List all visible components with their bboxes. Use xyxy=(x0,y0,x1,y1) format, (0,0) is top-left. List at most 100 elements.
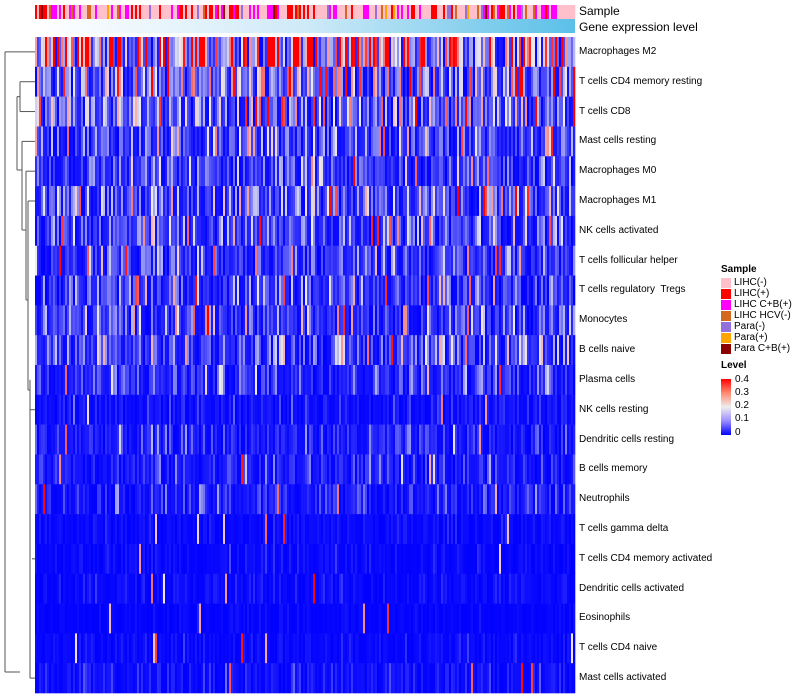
heatmap-cell xyxy=(549,335,552,366)
sample-annotation-cell xyxy=(57,5,60,19)
heatmap-cell xyxy=(559,215,562,247)
heatmap-cell xyxy=(291,394,294,425)
heatmap-cell xyxy=(347,394,350,425)
heatmap-cell xyxy=(51,454,54,485)
heatmap-cell xyxy=(329,275,332,306)
heatmap-cell xyxy=(49,365,52,396)
heatmap-cell xyxy=(381,454,384,485)
heatmap-cell xyxy=(525,484,528,515)
heatmap-cell xyxy=(101,305,104,336)
heatmap-cell xyxy=(307,394,310,425)
heatmap-cell xyxy=(203,245,206,276)
heatmap-cell xyxy=(309,37,312,68)
heatmap-cell xyxy=(433,245,436,276)
heatmap-cell xyxy=(517,394,520,425)
heatmap-cell xyxy=(439,484,442,515)
heatmap-cell xyxy=(201,514,204,545)
heatmap-cell xyxy=(333,215,336,247)
heatmap-cell xyxy=(249,514,252,545)
heatmap-cell xyxy=(359,454,362,485)
sample-annotation-cell xyxy=(565,5,568,19)
heatmap-cell xyxy=(303,156,306,187)
heatmap-cell xyxy=(127,186,130,217)
heatmap-cell xyxy=(203,275,206,306)
heatmap-cell xyxy=(269,215,272,247)
heatmap-cell xyxy=(303,186,306,217)
heatmap-cell xyxy=(339,215,342,247)
heatmap-cell xyxy=(471,275,474,306)
heatmap-cell xyxy=(531,186,534,217)
heatmap-cell xyxy=(511,126,514,157)
heatmap-cell xyxy=(481,514,484,545)
heatmap-cell xyxy=(369,365,372,396)
sample-annotation-cell xyxy=(201,5,204,19)
heatmap-cell xyxy=(479,394,482,425)
heatmap-cell xyxy=(159,543,162,575)
heatmap-cell xyxy=(427,514,430,545)
heatmap-cell xyxy=(509,37,512,68)
heatmap-cell xyxy=(317,484,320,515)
heatmap-cell xyxy=(39,186,42,217)
heatmap-cell xyxy=(233,305,236,336)
heatmap-cell xyxy=(571,335,574,366)
heatmap-cell xyxy=(275,365,278,396)
heatmap-cell xyxy=(145,394,148,425)
heatmap-cell xyxy=(555,96,558,127)
heatmap-cell xyxy=(89,454,92,485)
heatmap-cell xyxy=(573,305,576,336)
heatmap-cell xyxy=(267,215,270,247)
heatmap-cell xyxy=(289,394,292,425)
heatmap-cell xyxy=(231,484,234,515)
heatmap-cell xyxy=(353,96,356,127)
heatmap-cell xyxy=(161,484,164,515)
heatmap-cell xyxy=(371,394,374,425)
heatmap-cell xyxy=(343,394,346,425)
sample-annotation-cell xyxy=(267,5,270,19)
heatmap-cell xyxy=(365,245,368,276)
heatmap-cell xyxy=(199,96,202,127)
heatmap-cell xyxy=(459,126,462,157)
heatmap-cell xyxy=(393,37,396,68)
heatmap-cell xyxy=(369,454,372,485)
heatmap-cell xyxy=(277,37,280,68)
heatmap-cell xyxy=(347,66,350,97)
heatmap-cell xyxy=(229,215,232,247)
heatmap-cell xyxy=(509,305,512,336)
heatmap-cell xyxy=(59,394,62,425)
heatmap-cell xyxy=(323,66,326,97)
heatmap-cell xyxy=(207,66,210,97)
heatmap-cell xyxy=(107,335,110,366)
heatmap-cell xyxy=(299,454,302,485)
heatmap-cell xyxy=(299,245,302,276)
heatmap-cell xyxy=(45,305,48,336)
heatmap-cell xyxy=(331,156,334,187)
heatmap-cell xyxy=(195,365,198,396)
heatmap-cell xyxy=(491,126,494,157)
heatmap-cell xyxy=(509,394,512,425)
heatmap-cell xyxy=(267,424,270,455)
heatmap-cell xyxy=(165,305,168,336)
heatmap-cell xyxy=(113,394,116,425)
heatmap-cell xyxy=(117,96,120,127)
heatmap-cell xyxy=(183,245,186,276)
heatmap-cell xyxy=(175,275,178,306)
heatmap-cell xyxy=(437,186,440,217)
heatmap-cell xyxy=(57,365,60,396)
heatmap-cell xyxy=(191,514,194,545)
heatmap-cell xyxy=(35,424,38,455)
heatmap-cell xyxy=(393,66,396,97)
heatmap-cell xyxy=(133,37,136,68)
heatmap-cell xyxy=(473,245,476,276)
heatmap-cell xyxy=(95,245,98,276)
heatmap-cell xyxy=(347,454,350,485)
heatmap-cell xyxy=(365,96,368,127)
heatmap-cell xyxy=(493,454,496,485)
heatmap-cell xyxy=(41,37,44,68)
heatmap-cell xyxy=(389,156,392,187)
heatmap-cell xyxy=(529,484,532,515)
heatmap-cell xyxy=(573,215,576,247)
heatmap-cell xyxy=(203,365,206,396)
heatmap-cell xyxy=(273,156,276,187)
heatmap-cell xyxy=(569,275,572,306)
heatmap-cell xyxy=(369,305,372,336)
